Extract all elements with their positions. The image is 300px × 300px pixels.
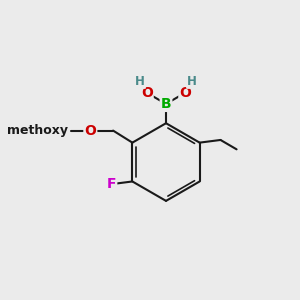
Text: methoxy: methoxy xyxy=(8,124,68,137)
Text: O: O xyxy=(179,86,191,100)
Text: B: B xyxy=(161,97,171,111)
Text: H: H xyxy=(135,75,145,88)
Text: H: H xyxy=(187,75,197,88)
Text: O: O xyxy=(141,86,153,100)
Text: O: O xyxy=(84,124,96,138)
Text: F: F xyxy=(107,177,116,191)
